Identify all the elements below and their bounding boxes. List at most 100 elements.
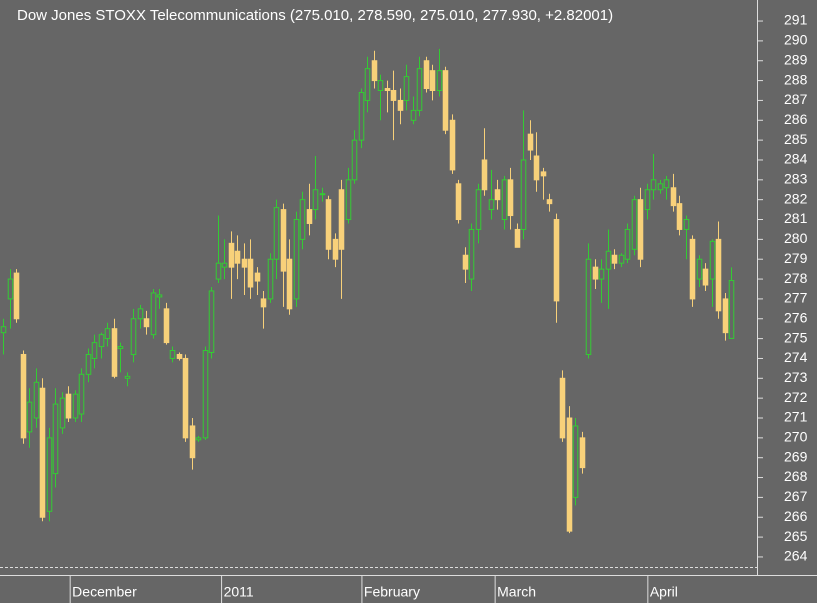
candle-body [494,189,501,201]
candle-body [13,272,20,320]
y-tick-label: 280 [784,230,808,246]
y-tick-label: 283 [784,171,808,187]
candle-body [416,68,423,111]
candle-body [306,209,313,224]
y-tick-label: 288 [784,71,808,87]
candle-body [163,308,170,344]
candle-body [351,139,358,181]
candle-body [143,318,150,328]
y-tick-label: 287 [784,91,808,107]
candle-body [150,292,157,336]
candle-body [650,179,657,191]
candle-body [702,268,709,286]
candle-body [670,187,677,207]
y-tick-label: 291 [784,12,808,28]
candle-body [403,76,410,101]
candle-body [384,88,391,92]
candle-body [462,254,469,270]
candle-body [332,238,339,260]
x-tick-label: 2011 [224,584,254,600]
candle-body [644,189,651,211]
candle-body [39,387,46,518]
candle-body [683,219,690,230]
y-tick-label: 269 [784,448,808,464]
candle-body [468,228,475,280]
candle-body [481,159,488,191]
candle-body [0,326,7,334]
y-tick-label: 266 [784,508,808,524]
candle-body [371,60,378,82]
candle-body [611,254,618,264]
candle-body [689,238,696,300]
candle-body [657,183,664,191]
candle-body [722,298,729,334]
y-tick-label: 268 [784,468,808,484]
candle-body [65,393,72,419]
y-tick-label: 279 [784,250,808,266]
y-tick-label: 282 [784,190,808,206]
y-tick-label: 278 [784,270,808,286]
candle-body [273,207,280,260]
y-tick-label: 272 [784,389,808,405]
candle-body [52,403,59,475]
candle-body [501,179,508,221]
candle-body [72,393,79,419]
candle-body [33,381,40,419]
candle-body [364,68,371,101]
candle-body [78,373,85,415]
candle-body [312,189,319,211]
candle-body [260,298,267,308]
candle-body [247,258,254,288]
candle-body [663,179,670,189]
candle-body [345,179,352,221]
y-tick-label: 265 [784,528,808,544]
candle-body [709,240,716,280]
x-tick-label: December [72,584,137,600]
candle-body [397,99,404,111]
candle-body [156,294,163,298]
candle-body [423,60,430,90]
candle-body [202,350,209,439]
candle-body [299,199,306,240]
candle-body [390,90,397,101]
y-tick-label: 284 [784,151,808,167]
candle-body [221,262,228,268]
candle-body [130,318,137,355]
candle-body [137,308,144,320]
candle-body [104,328,111,340]
candle-body [579,437,586,469]
candle-body [533,155,540,181]
candle-body [319,193,326,196]
candle-body [46,437,53,512]
candle-body [215,262,222,280]
y-tick-label: 274 [784,349,808,365]
candle-body [377,80,384,92]
candle-body [286,258,293,310]
candle-body [176,353,183,359]
candle-body [293,219,300,300]
candle-body [91,342,98,359]
candle-body [449,119,456,171]
candle-body [553,219,560,302]
y-tick-label: 271 [784,409,808,425]
candle-body [546,199,553,205]
candle-body [59,397,66,429]
candle-body [280,209,287,272]
chart-title: Dow Jones STOXX Telecommunications (275.… [17,7,613,24]
candle-body [111,328,118,377]
x-tick-label: April [650,584,678,600]
y-tick-label: 289 [784,51,808,67]
x-tick-label: March [497,584,536,600]
y-tick-label: 273 [784,369,808,385]
candle-body [325,199,332,250]
candle-body [429,70,436,92]
candle-body [514,228,521,248]
candle-body [715,238,722,312]
candle-body [85,353,92,375]
candle-body [637,199,644,260]
candle-body [527,133,534,151]
y-tick-label: 264 [784,548,808,564]
candle-body [624,228,631,260]
y-tick-label: 281 [784,210,808,226]
candle-body [169,350,176,359]
